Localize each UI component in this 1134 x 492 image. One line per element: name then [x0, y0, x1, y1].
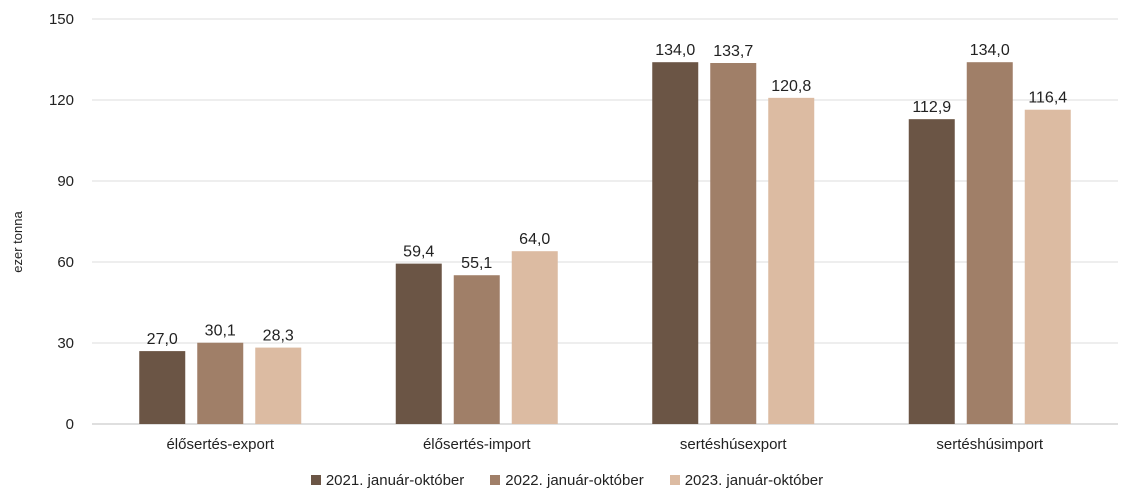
- bars: [139, 62, 1071, 425]
- category-labels: élősertés-export élősertés-import sertéshú…: [166, 436, 1043, 453]
- data-label: 55,1: [461, 255, 492, 272]
- bar: [652, 62, 699, 424]
- bar: [966, 62, 1013, 424]
- bar: [139, 351, 186, 424]
- bar: [511, 251, 558, 424]
- data-label: 134,0: [655, 42, 695, 59]
- data-labels: 27,0 30,1 28,3 59,4 55,1 64,0 134,0 133,7 120,8 1…: [147, 42, 1068, 348]
- data-label: 134,0: [970, 42, 1010, 59]
- bar: [710, 63, 757, 424]
- data-label: 30,1: [205, 323, 236, 340]
- data-label: 64,0: [519, 231, 550, 248]
- y-tick-label: 30: [57, 335, 74, 352]
- data-label: 28,3: [263, 328, 294, 345]
- data-label: 120,8: [771, 78, 811, 95]
- bar: [908, 119, 955, 425]
- y-tick-label: 60: [57, 254, 74, 271]
- legend-label: 2021. január-október: [325, 471, 465, 489]
- legend-label: 2022. január-október: [505, 471, 644, 489]
- legend-item-2022: 2022. január-október: [490, 470, 644, 490]
- y-axis-title: ezer tonna: [10, 211, 25, 273]
- category-label: élősertés-export: [166, 436, 274, 453]
- bar: [768, 97, 815, 424]
- y-tick-label: 150: [49, 11, 74, 28]
- bar: [453, 275, 500, 424]
- legend-swatch: [669, 475, 680, 485]
- data-label: 116,4: [1028, 90, 1067, 107]
- gridlines: [92, 18, 1118, 425]
- legend-item-2023: 2023. január-október: [669, 470, 824, 490]
- legend-swatch: [490, 475, 501, 485]
- category-label: élősertés-import: [423, 436, 531, 453]
- y-axis-ticks: 0 30 60 90 120 150: [49, 11, 74, 433]
- bar: [395, 263, 442, 424]
- bar: [255, 347, 302, 424]
- legend: 2021. január-október 2022. január-októbe…: [0, 470, 1134, 490]
- legend-item-2021: 2021. január-október: [310, 470, 465, 490]
- y-tick-label: 0: [66, 416, 74, 433]
- category-label: sertéshúsimport: [936, 436, 1044, 453]
- legend-swatch: [310, 475, 321, 485]
- data-label: 27,0: [147, 331, 178, 348]
- y-tick-label: 120: [49, 92, 74, 109]
- data-label: 112,9: [912, 99, 951, 116]
- category-label: sertéshúsexport: [680, 436, 788, 453]
- data-label: 59,4: [403, 244, 434, 261]
- y-tick-label: 90: [57, 173, 74, 190]
- legend-label: 2023. január-október: [684, 471, 824, 489]
- data-label: 133,7: [713, 43, 753, 60]
- bar: [1024, 109, 1071, 424]
- bar: [197, 342, 244, 424]
